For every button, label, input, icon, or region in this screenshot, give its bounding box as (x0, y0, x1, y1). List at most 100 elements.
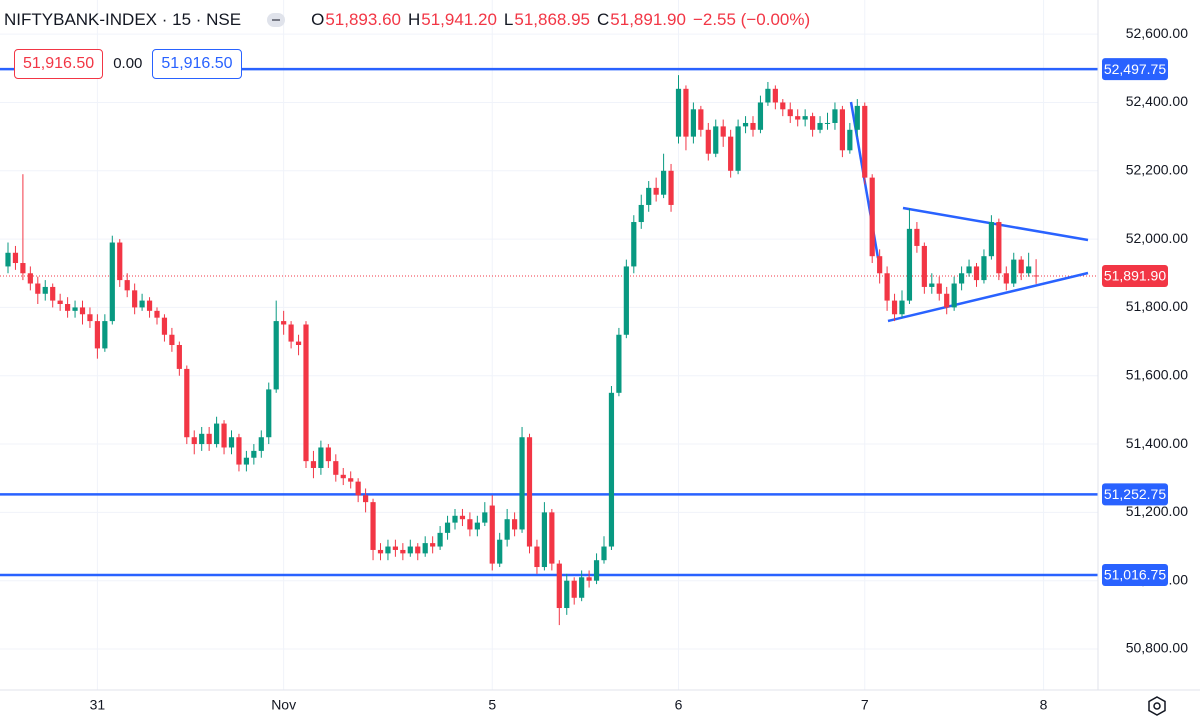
candle-body (951, 283, 957, 308)
candle-body (564, 580, 570, 609)
candle-body (601, 546, 607, 561)
candle-body (750, 122, 756, 130)
candle-body (221, 423, 227, 448)
candle-body (869, 177, 875, 257)
level-label-box (1102, 483, 1168, 506)
level-label: 52,497.75 (1104, 61, 1166, 77)
candle-body (169, 334, 175, 345)
candle-body (832, 109, 838, 123)
candle-body (415, 546, 421, 554)
candle-body (459, 515, 466, 520)
candle-body (452, 515, 458, 523)
y-tick-label: 51,600.00 (1126, 366, 1188, 382)
candle-body (519, 437, 525, 530)
candle-body (631, 222, 637, 267)
candle-body (757, 102, 764, 130)
candle-body (363, 495, 369, 503)
collapse-button[interactable] (267, 13, 286, 27)
candle-body (295, 341, 302, 345)
candle-body (988, 222, 994, 257)
candle-body (847, 129, 853, 151)
candle-body (236, 437, 242, 465)
sell-button[interactable]: 51,916.50 (14, 49, 104, 79)
candle-body (124, 280, 130, 291)
triangle-lower-line[interactable] (887, 271, 1089, 323)
settings-hexagon[interactable] (1148, 696, 1166, 716)
candles (5, 75, 1039, 626)
candle-body (348, 478, 354, 482)
candle-body (206, 433, 212, 445)
candle-body (839, 109, 845, 151)
candle-body (534, 546, 540, 568)
x-tick-label: Nov (271, 697, 296, 713)
candle-body (266, 389, 272, 438)
candle-body (862, 105, 868, 178)
grid (0, 0, 1098, 690)
candle-body (526, 437, 533, 547)
x-tick-label: 31 (90, 697, 106, 713)
candle-body (541, 512, 547, 568)
candle-body (340, 474, 346, 479)
candle-body (713, 126, 719, 154)
triangle-upper-line[interactable] (902, 206, 1089, 242)
y-tick-label: 52,600.00 (1126, 25, 1188, 41)
level-label-box (1102, 563, 1168, 586)
candle-body (139, 300, 145, 308)
candle-body (877, 256, 883, 274)
candle-body (981, 256, 987, 281)
candle-body (780, 102, 786, 110)
low-label: L (503, 10, 514, 29)
candle-body (906, 228, 913, 301)
y-tick-label: 52,200.00 (1126, 161, 1188, 177)
candle-body (944, 293, 950, 308)
candle-body (199, 433, 205, 445)
symbol[interactable]: NIFTYBANK-INDEX · 15 · NSE (4, 10, 242, 29)
candle-body (549, 512, 555, 564)
candle-body (370, 502, 376, 550)
candle-body (377, 549, 384, 554)
y-tick-label: 51,400.00 (1126, 435, 1188, 451)
close-label: C (597, 10, 610, 29)
candle-body (705, 129, 711, 154)
settings-icon[interactable] (1148, 696, 1166, 716)
candle-body (79, 307, 86, 315)
candle-body (973, 266, 980, 281)
candle-body (258, 437, 264, 451)
candle-body (27, 273, 33, 284)
candle-body (698, 109, 704, 130)
candle-body (504, 519, 510, 540)
candle-body (891, 300, 898, 315)
y-tick-label: 51,800.00 (1126, 298, 1188, 314)
y-tick-label: 52,400.00 (1126, 93, 1188, 109)
high-label: H (407, 10, 421, 29)
candle-body (184, 368, 190, 438)
y-tick-label: 52,000.00 (1126, 230, 1188, 246)
candle-body (854, 105, 860, 130)
y-tick-label: 50,800.00 (1126, 640, 1188, 656)
buy-button[interactable]: 51,916.50 (152, 49, 242, 79)
candle-body (385, 546, 391, 554)
candle-body (109, 242, 115, 322)
x-tick-label: 5 (488, 697, 496, 713)
candle-body (675, 88, 682, 137)
candle-body (996, 222, 1002, 274)
candle-body (228, 437, 235, 448)
candle-body (899, 300, 905, 315)
candle-body (817, 122, 823, 130)
candle-body (474, 522, 480, 530)
candle-body (325, 447, 331, 462)
candle-body (400, 549, 406, 554)
candle-body (772, 88, 778, 103)
candle-body (616, 334, 622, 393)
candle-body (251, 450, 257, 458)
candle-body (482, 512, 488, 523)
level-label-box (1102, 58, 1168, 81)
settings-center[interactable] (1153, 702, 1161, 710)
candle-body (653, 187, 659, 195)
candle-body (87, 314, 93, 322)
low-value: 51,868.95 (514, 10, 591, 29)
level-label: 51,252.75 (1104, 486, 1166, 502)
candle-body (467, 519, 473, 530)
